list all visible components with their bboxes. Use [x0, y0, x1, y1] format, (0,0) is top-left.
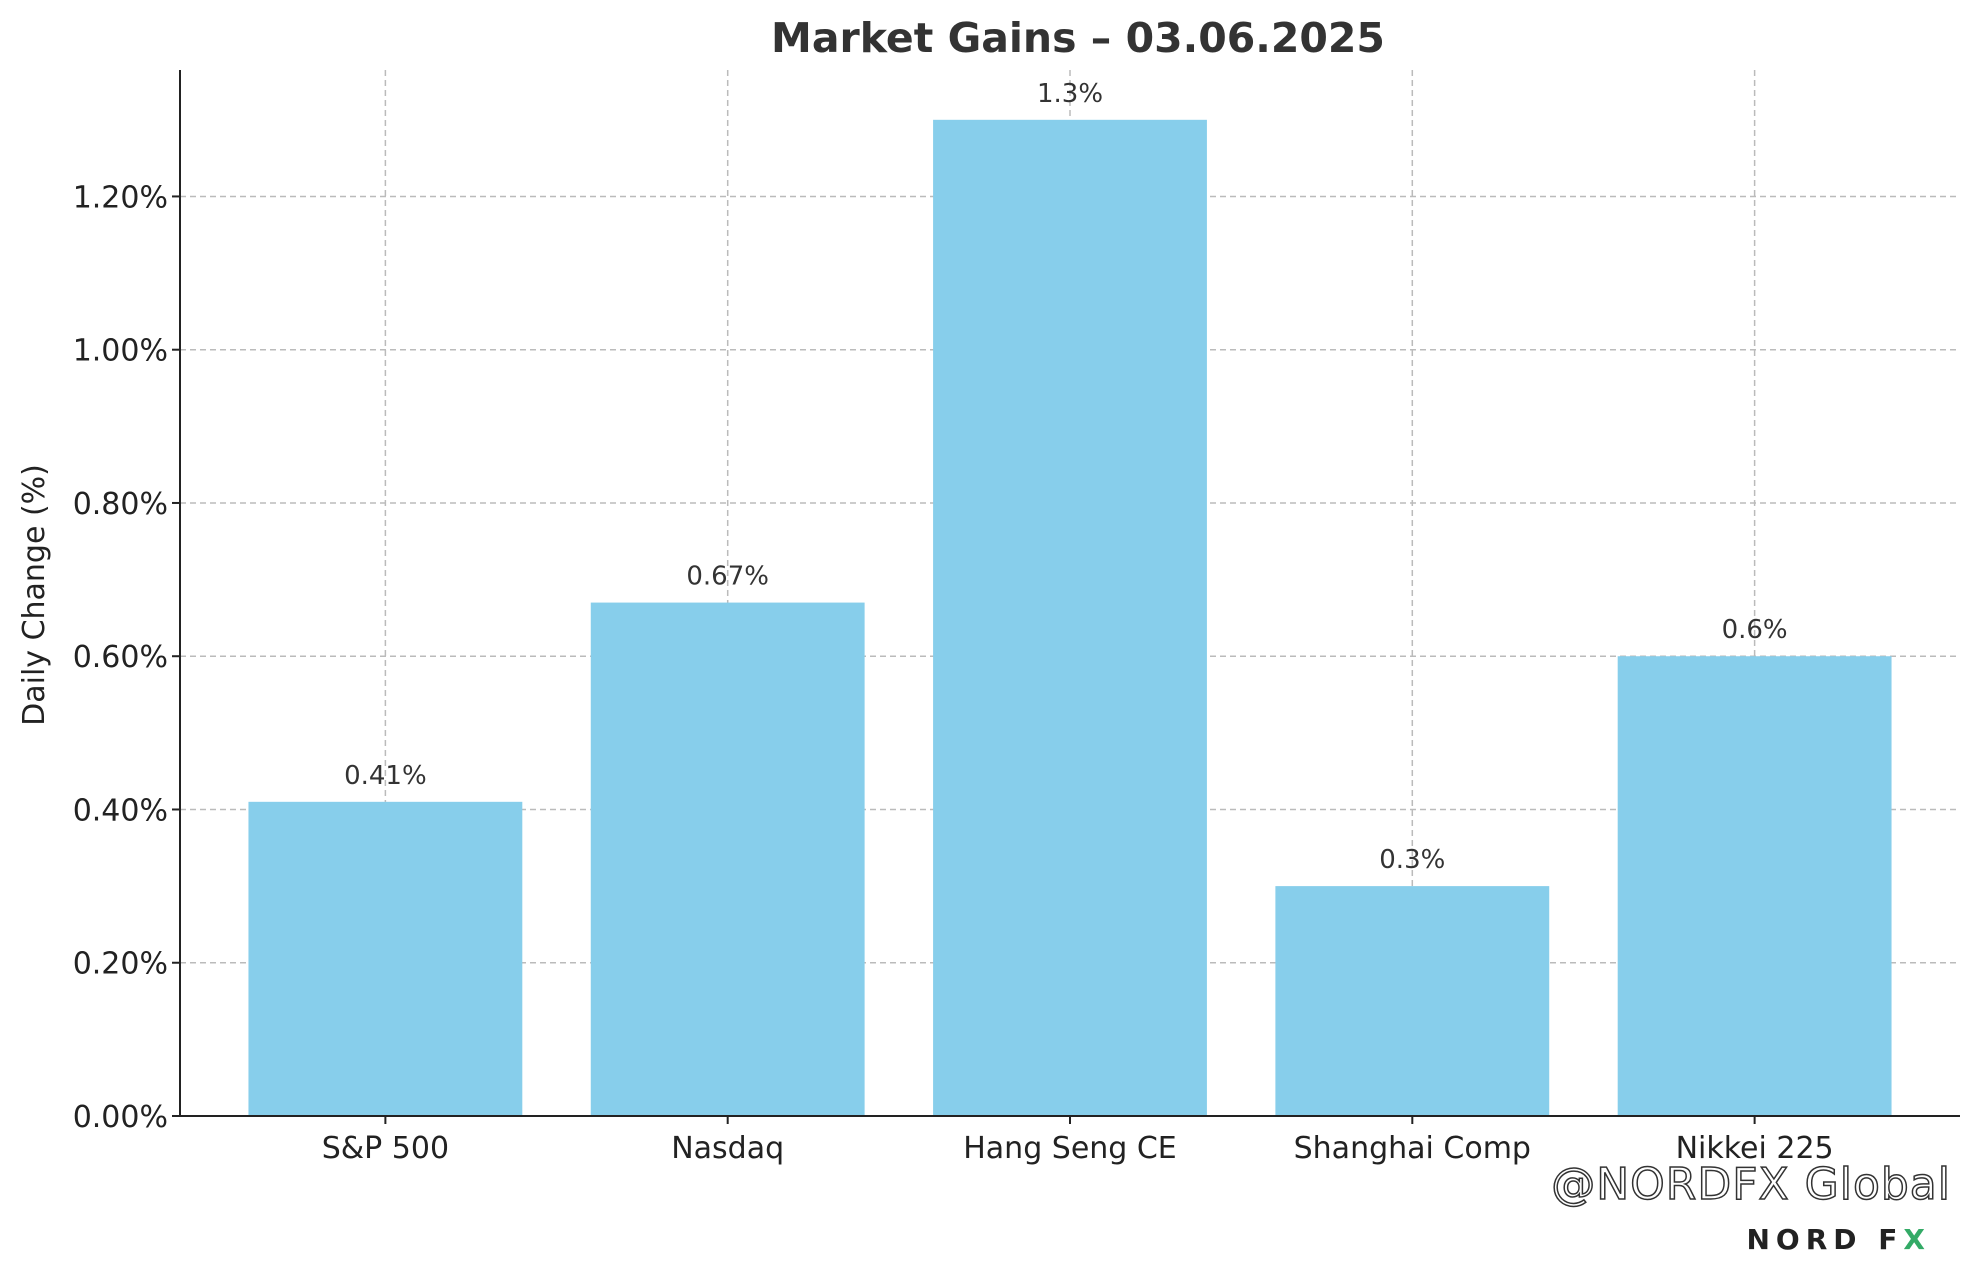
- y-tick-label: 0.20%: [73, 947, 168, 982]
- chart-title: Market Gains – 03.06.2025: [771, 14, 1385, 62]
- value-label: 0.3%: [1379, 845, 1445, 875]
- brand-logo: NORD FX: [1746, 1223, 1931, 1256]
- tick-labels: 0.00% 0.20% 0.40% 0.60% 0.80% 1.00% 1.20% S&P 5…: [73, 180, 1834, 1166]
- value-label: 1.3%: [1037, 79, 1103, 109]
- value-label: 0.67%: [686, 562, 769, 592]
- bar-4: [1617, 656, 1892, 1116]
- bar-0: [248, 801, 523, 1116]
- y-tick-label: 1.00%: [73, 334, 168, 369]
- x-tick-label: Nikkei 225: [1676, 1131, 1834, 1166]
- watermark-handle-text: @NORDFX Global: [1550, 1158, 1951, 1211]
- y-tick-label: 1.20%: [73, 180, 168, 215]
- x-tick-label: Hang Seng CE: [963, 1131, 1177, 1166]
- x-tick-label: Nasdaq: [671, 1131, 784, 1166]
- bar-3: [1275, 886, 1550, 1116]
- value-label: 0.41%: [344, 761, 427, 791]
- brand-logo-x: X: [1903, 1223, 1931, 1256]
- bars: [248, 119, 1892, 1117]
- x-tick-label: S&P 500: [322, 1131, 449, 1166]
- x-tick-label: Shanghai Comp: [1294, 1131, 1531, 1166]
- y-axis-label: Daily Change (%): [17, 464, 52, 726]
- value-label: 0.6%: [1722, 615, 1788, 645]
- y-tick-label: 0.80%: [73, 487, 168, 522]
- y-tick-label: 0.40%: [73, 793, 168, 828]
- bar-2: [933, 119, 1207, 1117]
- value-labels: 0.41% 0.67% 1.3% 0.3% 0.6%: [344, 79, 1788, 875]
- y-tick-label: 0.00%: [73, 1100, 168, 1135]
- y-tick-label: 0.60%: [73, 640, 168, 675]
- axes: [172, 70, 1960, 1124]
- bar-1: [590, 602, 865, 1116]
- brand-logo-main: NORD F: [1746, 1223, 1904, 1256]
- watermark-handle: @NORDFX Global: [1550, 1158, 1951, 1211]
